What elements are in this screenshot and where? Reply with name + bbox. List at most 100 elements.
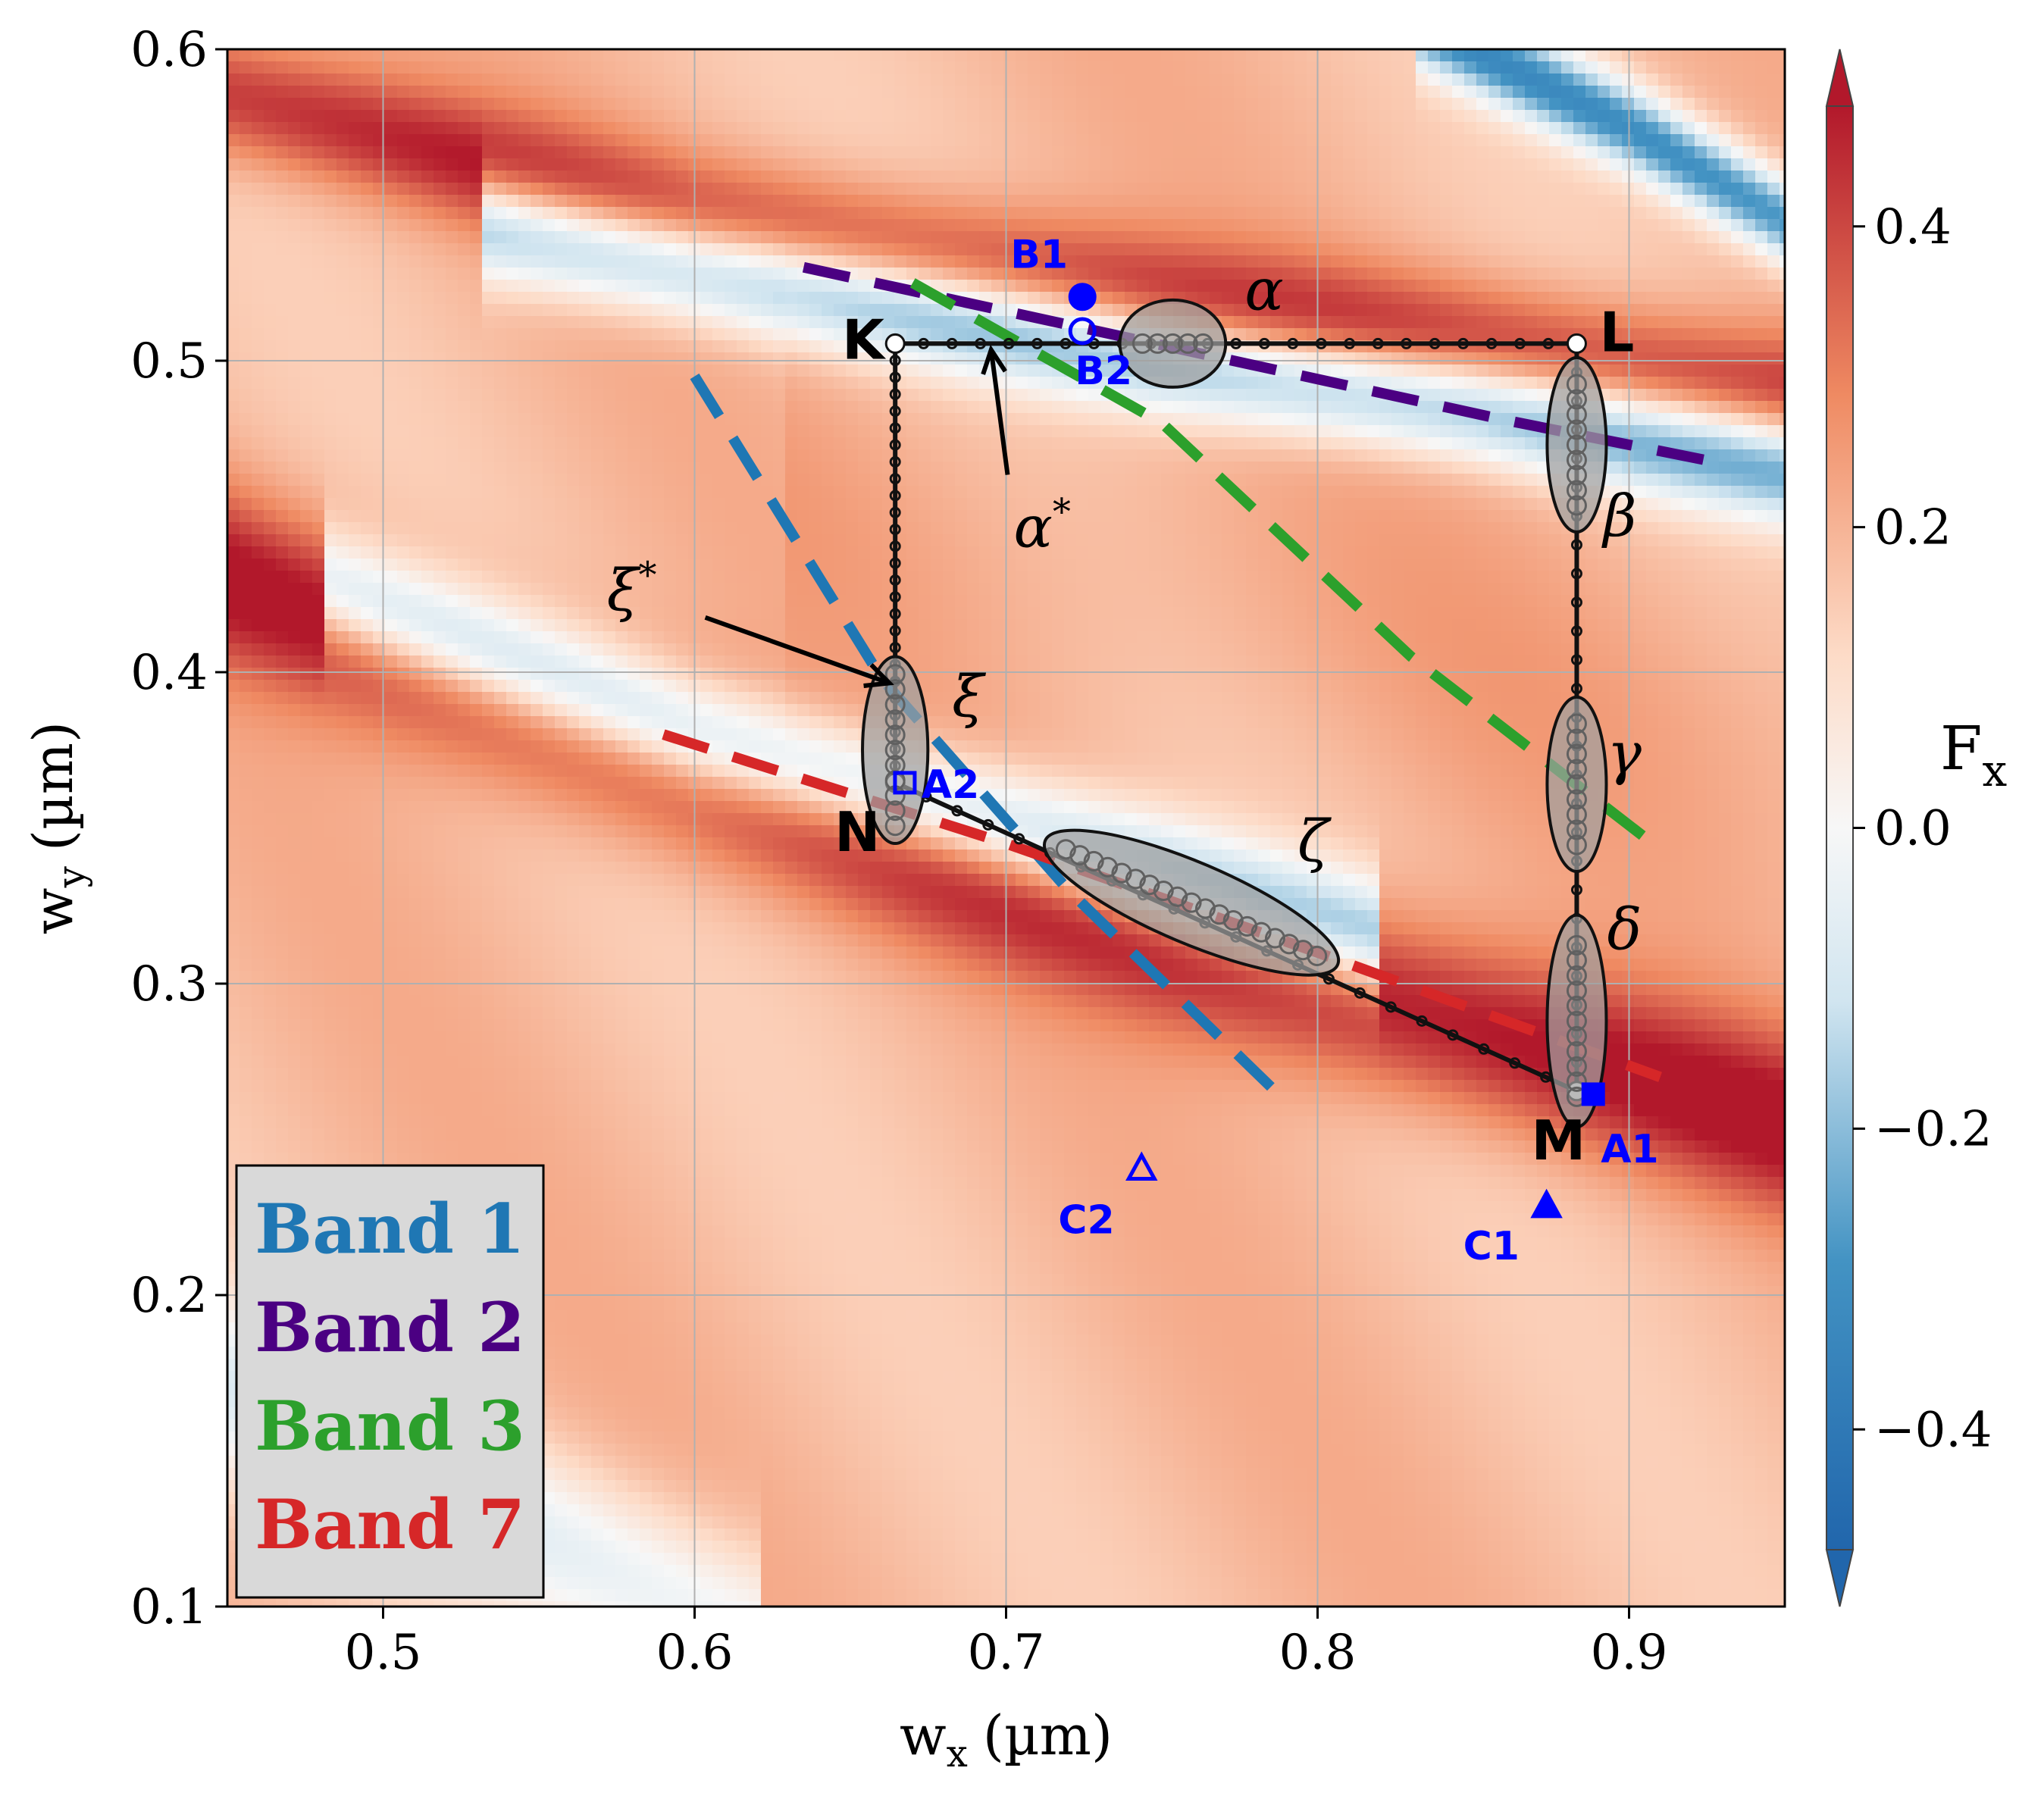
heatmap-cell [458,946,471,959]
heatmap-cell [494,49,507,62]
heatmap-cell [373,243,386,256]
heatmap-cell [543,959,556,972]
heatmap-cell [470,1056,483,1069]
heatmap-cell [494,146,507,159]
heatmap-cell [239,656,252,668]
heatmap-cell [324,680,337,693]
heatmap-cell [373,352,386,365]
heatmap-cell [324,837,337,850]
heatmap-cell [652,74,665,86]
heatmap-cell [264,716,277,729]
heatmap-cell [482,122,495,135]
heatmap-cell [591,110,604,123]
heatmap-cell [324,765,337,778]
heatmap-cell [288,328,301,341]
heatmap-cell [664,934,677,947]
heatmap-cell [276,183,289,196]
heatmap-cell [676,1528,689,1541]
heatmap-cell [409,643,422,656]
heatmap-cell [324,546,337,559]
heatmap-cell [288,898,301,911]
heatmap-cell [227,801,240,814]
heatmap-cell [506,534,519,547]
heatmap-cell [312,219,325,232]
heatmap-cell [555,813,568,826]
heatmap-cell [615,631,628,644]
heatmap-cell [628,898,640,911]
heatmap-cell [470,837,483,850]
heatmap-cell [591,377,604,390]
heatmap-cell [506,619,519,632]
heatmap-cell [652,656,665,668]
heatmap-cell [324,874,337,887]
heatmap-cell [640,498,653,511]
heatmap-cell [579,268,592,280]
heatmap-cell [361,183,374,196]
heatmap-cell [336,850,349,862]
heatmap-cell [615,789,628,802]
heatmap-cell [409,668,422,681]
heatmap-cell [421,862,434,875]
heatmap-cell [421,437,434,450]
heatmap-cell [227,886,240,899]
heatmap-cell [640,656,653,668]
heatmap-cell [676,874,689,887]
heatmap-cell [603,922,616,935]
heatmap-cell [628,631,640,644]
heatmap-cell [385,510,398,523]
heatmap-cell [312,401,325,414]
heatmap-cell [349,365,362,377]
heatmap-cell [373,850,386,862]
heatmap-cell [239,668,252,681]
heatmap-cell [482,365,495,377]
heatmap-cell [640,534,653,547]
heatmap-cell [446,183,459,196]
heatmap-cell [676,498,689,511]
heatmap-cell [227,1080,240,1093]
heatmap-cell [373,862,386,875]
heatmap-cell [227,583,240,596]
heatmap-cell [458,656,471,668]
heatmap-cell [288,255,301,268]
heatmap-cell [361,134,374,147]
heatmap-cell [567,631,580,644]
heatmap-cell [615,874,628,887]
heatmap-cell [506,474,519,487]
heatmap-cell [373,110,386,123]
heatmap-cell [312,1128,325,1141]
heatmap-cell [640,1165,653,1178]
heatmap-cell [252,401,264,414]
heatmap-cell [603,1395,616,1408]
heatmap-cell [421,195,434,208]
heatmap-cell [361,571,374,584]
heatmap-cell [640,365,653,377]
heatmap-cell [239,1031,252,1044]
heatmap-cell [640,207,653,220]
heatmap-cell [482,777,495,790]
heatmap-cell [628,862,640,875]
heatmap-cell [312,413,325,426]
heatmap-cell [494,183,507,196]
heatmap-cell [324,110,337,123]
heatmap-cell [579,1237,592,1250]
heatmap-cell [421,1031,434,1044]
heatmap-cell [591,134,604,147]
heatmap-cell [470,110,483,123]
heatmap-cell [531,801,543,814]
heatmap-cell [664,995,677,1008]
heatmap-cell [652,910,665,923]
heatmap-cell [640,158,653,171]
heatmap-cell [543,292,556,305]
heatmap-cell [288,1116,301,1129]
heatmap-cell [615,195,628,208]
heatmap-cell [300,377,313,390]
heatmap-cell [458,171,471,183]
heatmap-cell [531,304,543,317]
heatmap-cell [421,850,434,862]
heatmap-cell [458,1140,471,1153]
heatmap-cell [252,183,264,196]
heatmap-cell [276,61,289,74]
heatmap-cell [628,1298,640,1311]
heatmap-cell [555,437,568,450]
heatmap-cell [615,728,628,741]
